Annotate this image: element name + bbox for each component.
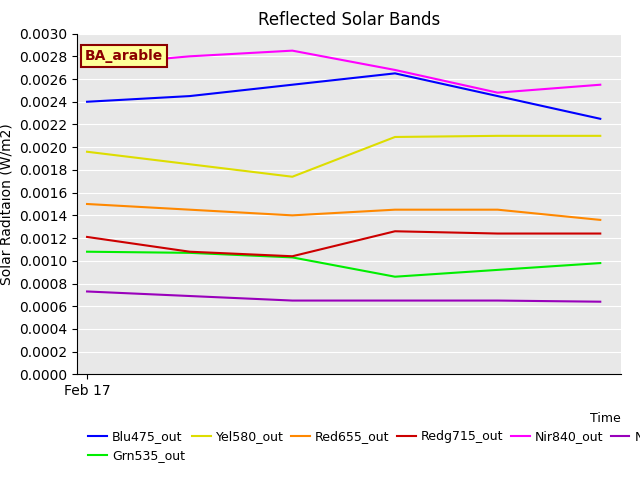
Blu475_out xyxy=(289,82,296,87)
Blu475_out xyxy=(391,71,399,76)
Red655_out xyxy=(83,201,91,207)
Line: Red655_out: Red655_out xyxy=(87,204,600,220)
Yel580_out xyxy=(494,133,502,139)
Red655_out xyxy=(391,207,399,213)
Line: Nir945_out: Nir945_out xyxy=(87,291,600,302)
Red655_out xyxy=(596,217,604,223)
Yel580_out xyxy=(289,174,296,180)
Grn535_out xyxy=(494,267,502,273)
Line: Yel580_out: Yel580_out xyxy=(87,136,600,177)
Line: Redg715_out: Redg715_out xyxy=(87,231,600,256)
Blu475_out xyxy=(494,93,502,99)
Redg715_out xyxy=(289,253,296,259)
Red655_out xyxy=(494,207,502,213)
Nir840_out xyxy=(391,67,399,73)
Blu475_out xyxy=(186,93,193,99)
Grn535_out xyxy=(391,274,399,279)
Nir840_out xyxy=(596,82,604,87)
Redg715_out xyxy=(494,231,502,237)
Grn535_out xyxy=(596,260,604,266)
Nir840_out xyxy=(83,62,91,68)
Redg715_out xyxy=(186,249,193,254)
Y-axis label: Solar Raditaion (W/m2): Solar Raditaion (W/m2) xyxy=(0,123,13,285)
Nir945_out xyxy=(289,298,296,303)
Nir945_out xyxy=(494,298,502,303)
Redg715_out xyxy=(596,231,604,237)
Nir945_out xyxy=(391,298,399,303)
Yel580_out xyxy=(83,149,91,155)
Line: Blu475_out: Blu475_out xyxy=(87,73,600,119)
Yel580_out xyxy=(186,161,193,167)
Grn535_out xyxy=(83,249,91,254)
Nir945_out xyxy=(186,293,193,299)
Text: BA_arable: BA_arable xyxy=(85,49,163,63)
Yel580_out xyxy=(596,133,604,139)
Yel580_out xyxy=(391,134,399,140)
Redg715_out xyxy=(83,234,91,240)
Nir945_out xyxy=(83,288,91,294)
Blu475_out xyxy=(83,99,91,105)
Blu475_out xyxy=(596,116,604,121)
Title: Reflected Solar Bands: Reflected Solar Bands xyxy=(258,11,440,29)
Nir840_out xyxy=(289,48,296,54)
Nir840_out xyxy=(494,90,502,96)
Red655_out xyxy=(289,213,296,218)
Legend: Blu475_out, Grn535_out, Yel580_out, Red655_out, Redg715_out, Nir840_out, Nir945_: Blu475_out, Grn535_out, Yel580_out, Red6… xyxy=(83,425,640,467)
Nir945_out xyxy=(596,299,604,305)
Line: Nir840_out: Nir840_out xyxy=(87,51,600,93)
Line: Grn535_out: Grn535_out xyxy=(87,252,600,276)
Nir840_out xyxy=(186,53,193,59)
Grn535_out xyxy=(186,250,193,256)
Redg715_out xyxy=(391,228,399,234)
Text: Time: Time xyxy=(590,412,621,425)
Grn535_out xyxy=(289,254,296,260)
Red655_out xyxy=(186,207,193,213)
